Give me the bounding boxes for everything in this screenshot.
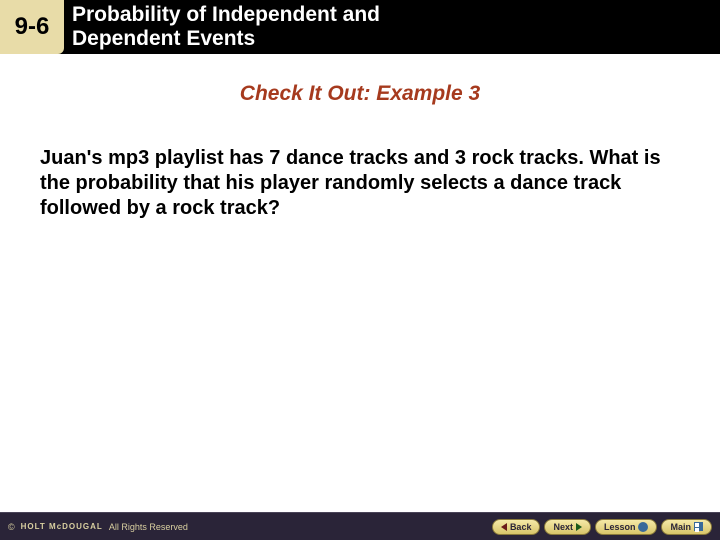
copyright-icon: © [8, 522, 15, 532]
section-title: Probability of Independent and Dependent… [64, 0, 380, 54]
back-icon [501, 523, 507, 531]
next-label: Next [553, 522, 573, 532]
back-button[interactable]: Back [492, 519, 541, 535]
section-number: 9-6 [0, 0, 64, 54]
main-button[interactable]: Main [661, 519, 712, 535]
back-label: Back [510, 522, 532, 532]
rights-text: All Rights Reserved [109, 522, 188, 532]
main-label: Main [670, 522, 691, 532]
main-icon [694, 522, 703, 531]
example-title: Check It Out: Example 3 [0, 82, 720, 106]
lesson-button[interactable]: Lesson [595, 519, 658, 535]
footer-left: © HOLT McDOUGAL All Rights Reserved [8, 522, 188, 532]
publisher-name: HOLT McDOUGAL [21, 522, 103, 531]
next-button[interactable]: Next [544, 519, 591, 535]
lesson-label: Lesson [604, 522, 636, 532]
slide-header: 9-6 Probability of Independent and Depen… [0, 0, 720, 54]
footer-nav: Back Next Lesson Main [492, 519, 712, 535]
lesson-icon [638, 522, 648, 532]
next-icon [576, 523, 582, 531]
slide-footer: © HOLT McDOUGAL All Rights Reserved Back… [0, 512, 720, 540]
title-line2: Dependent Events [72, 27, 255, 50]
problem-text: Juan's mp3 playlist has 7 dance tracks a… [40, 146, 680, 221]
title-line1: Probability of Independent and [72, 3, 380, 26]
